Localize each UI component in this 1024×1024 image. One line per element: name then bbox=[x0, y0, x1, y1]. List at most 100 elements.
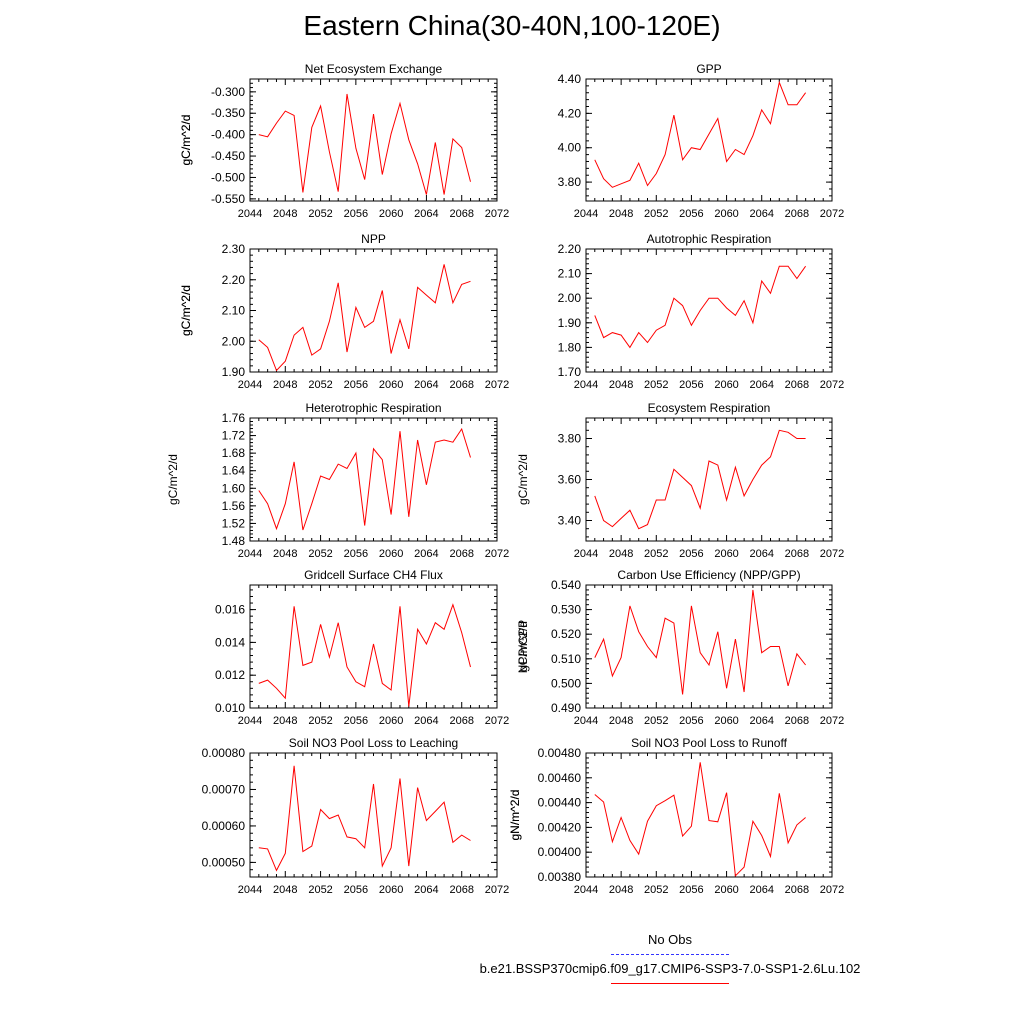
legend-run-line bbox=[611, 983, 729, 984]
panel-title: Soil NO3 Pool Loss to Runoff bbox=[631, 736, 788, 750]
y-axis-label: gC/m^2/d bbox=[179, 285, 193, 336]
y-tick-label: 0.540 bbox=[551, 578, 581, 592]
x-tick-label: 2060 bbox=[714, 548, 738, 560]
y-tick-label: 0.00070 bbox=[202, 782, 246, 796]
x-tick-label: 2048 bbox=[273, 715, 297, 727]
y-tick-label: 4.00 bbox=[558, 141, 582, 155]
y-tick-label: 0.010 bbox=[215, 701, 245, 715]
panel-title: Net Ecosystem Exchange bbox=[305, 62, 443, 76]
y-tick-label: 0.00400 bbox=[538, 845, 582, 859]
y-tick-label: 1.68 bbox=[222, 446, 246, 460]
y-tick-label: -0.350 bbox=[211, 106, 245, 120]
y-tick-label: 1.64 bbox=[222, 464, 246, 478]
plot-frame bbox=[585, 752, 833, 878]
y-tick-label: 1.60 bbox=[222, 481, 246, 495]
x-tick-label: 2064 bbox=[414, 208, 438, 220]
panel-title: Heterotrophic Respiration bbox=[305, 401, 441, 415]
x-tick-label: 2056 bbox=[679, 715, 703, 727]
y-tick-label: 3.80 bbox=[558, 175, 582, 189]
y-tick-label: 0.00080 bbox=[202, 746, 246, 760]
x-tick-label: 2060 bbox=[379, 884, 403, 896]
panel-1: Net Ecosystem Exchange 2044 2048 2052 2056 20… bbox=[179, 62, 509, 220]
x-tick-label: 2052 bbox=[308, 548, 332, 560]
y-tick-label: 2.00 bbox=[222, 334, 246, 348]
x-tick-label: 2048 bbox=[273, 548, 297, 560]
x-tick-label: 2044 bbox=[238, 379, 262, 391]
x-tick-label: 2052 bbox=[308, 379, 332, 391]
x-tick-label: 2068 bbox=[785, 715, 809, 727]
panel-10: Soil NO3 Pool Loss to Runoff 2044 2048 2052… bbox=[508, 736, 844, 896]
x-tick-label: 2048 bbox=[609, 884, 633, 896]
y-tick-label: 4.40 bbox=[558, 72, 582, 86]
series-line bbox=[594, 589, 806, 695]
x-tick-label: 2044 bbox=[574, 548, 598, 560]
y-axis-label: gC/m^2/d bbox=[166, 454, 180, 505]
plot-frame bbox=[249, 78, 498, 202]
y-tick-label: 0.012 bbox=[215, 668, 245, 682]
series-line bbox=[258, 427, 471, 531]
x-tick-label: 2052 bbox=[644, 884, 668, 896]
series-line bbox=[594, 80, 807, 188]
y-tick-label: 2.30 bbox=[222, 242, 246, 256]
y-tick-label: 1.48 bbox=[222, 534, 246, 548]
y-axis-label: gC/m^2/d bbox=[516, 621, 530, 672]
panel-title: GPP bbox=[696, 62, 721, 76]
y-tick-label: 3.80 bbox=[558, 432, 582, 446]
x-tick-label: 2072 bbox=[820, 379, 844, 391]
x-tick-label: 2064 bbox=[414, 884, 438, 896]
y-tick-label: 0.00480 bbox=[538, 746, 582, 760]
plot-frame bbox=[249, 584, 498, 709]
plot-frame bbox=[585, 417, 833, 542]
x-tick-label: 2064 bbox=[749, 884, 773, 896]
x-tick-label: 2048 bbox=[609, 208, 633, 220]
plot-frame bbox=[249, 417, 498, 542]
y-tick-label: 2.10 bbox=[222, 304, 246, 318]
x-tick-label: 2072 bbox=[820, 884, 844, 896]
x-tick-label: 2052 bbox=[308, 884, 332, 896]
y-tick-label: 2.20 bbox=[222, 273, 246, 287]
x-tick-label: 2044 bbox=[574, 379, 598, 391]
y-tick-label: 0.00060 bbox=[202, 819, 246, 833]
y-tick-label: 1.90 bbox=[558, 316, 582, 330]
x-tick-label: 2068 bbox=[449, 379, 473, 391]
x-tick-label: 2072 bbox=[485, 884, 509, 896]
y-tick-label: 0.00420 bbox=[538, 820, 582, 834]
y-tick-label: 1.80 bbox=[558, 340, 582, 354]
series-line bbox=[594, 265, 807, 349]
series-line bbox=[258, 264, 471, 372]
x-tick-label: 2056 bbox=[679, 379, 703, 391]
panel-title: Carbon Use Efficiency (NPP/GPP) bbox=[617, 568, 800, 582]
y-tick-label: 0.490 bbox=[551, 701, 581, 715]
x-tick-label: 2048 bbox=[609, 548, 633, 560]
y-tick-label: -0.300 bbox=[211, 85, 245, 99]
x-tick-label: 2064 bbox=[749, 548, 773, 560]
x-tick-label: 2056 bbox=[679, 548, 703, 560]
y-axis-label: gC/m^2/d bbox=[516, 454, 530, 505]
series-line bbox=[594, 762, 806, 877]
x-tick-label: 2052 bbox=[644, 548, 668, 560]
x-tick-label: 2056 bbox=[344, 548, 368, 560]
panel-title: Autotrophic Respiration bbox=[647, 232, 772, 246]
y-tick-label: -0.400 bbox=[211, 128, 245, 142]
x-tick-label: 2044 bbox=[238, 548, 262, 560]
y-tick-label: 3.60 bbox=[558, 473, 582, 487]
x-tick-label: 2068 bbox=[785, 208, 809, 220]
x-tick-label: 2044 bbox=[574, 208, 598, 220]
x-tick-label: 2064 bbox=[414, 548, 438, 560]
x-tick-label: 2044 bbox=[238, 715, 262, 727]
x-tick-label: 2044 bbox=[574, 715, 598, 727]
y-tick-label: 0.530 bbox=[551, 603, 581, 617]
x-tick-label: 2072 bbox=[485, 379, 509, 391]
x-tick-label: 2048 bbox=[273, 208, 297, 220]
x-tick-label: 2048 bbox=[273, 379, 297, 391]
panel-9: Soil NO3 Pool Loss to Leaching 2044 2048 20… bbox=[202, 736, 522, 896]
x-tick-label: 2048 bbox=[609, 379, 633, 391]
legend-run-label: b.e21.BSSP370cmip6.f09_g17.CMIP6-SSP3-7.… bbox=[479, 961, 861, 976]
series-line bbox=[258, 603, 471, 707]
x-tick-label: 2072 bbox=[485, 548, 509, 560]
y-tick-label: 1.70 bbox=[558, 365, 582, 379]
x-tick-label: 2068 bbox=[449, 548, 473, 560]
plot-frame bbox=[249, 752, 498, 878]
y-tick-label: 1.72 bbox=[222, 429, 246, 443]
